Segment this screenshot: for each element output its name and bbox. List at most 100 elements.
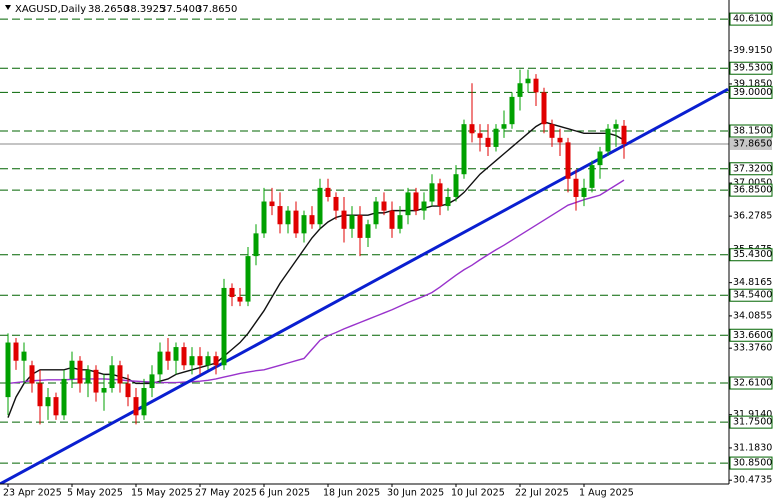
x-tick-label: 18 Jun 2025 (323, 488, 380, 499)
candle-body (341, 210, 347, 229)
candle-body (509, 96, 515, 125)
candle-body (189, 356, 195, 366)
level-label-box (729, 162, 773, 176)
menu-arrow[interactable] (5, 5, 11, 10)
candle-body (565, 142, 571, 179)
candle-body (317, 187, 323, 225)
candle-body (477, 133, 483, 138)
level-label-box (729, 85, 773, 99)
candle-body (181, 347, 187, 366)
ohlc-info: 37.5400 (160, 4, 201, 15)
candle-body (221, 287, 227, 366)
level-label-box (729, 328, 773, 342)
level-label: 35.4300 (733, 249, 772, 260)
x-tick-label: 27 May 2025 (195, 488, 257, 499)
x-tick-label: 23 Apr 2025 (3, 488, 62, 499)
level-label: 39.5300 (733, 63, 772, 74)
candle-body (389, 210, 395, 229)
y-tick-label: 31.1830 (733, 442, 772, 453)
candle-body (93, 369, 99, 393)
candle-body (309, 215, 315, 225)
ohlc-info: 37.8650 (196, 4, 237, 15)
candle-body (269, 201, 275, 207)
y-tick-label: 31.9140 (733, 409, 772, 420)
y-tick-label: 36.2785 (733, 211, 772, 222)
candle-body (413, 192, 419, 211)
last-price-box (730, 137, 772, 150)
trendline (0, 87, 729, 484)
level-label: 36.8500 (733, 185, 772, 196)
candle-body (237, 297, 243, 302)
x-tick-label: 1 Aug 2025 (579, 488, 634, 499)
candle-body (357, 215, 363, 238)
candle-body (517, 83, 523, 97)
candle-body (365, 224, 371, 238)
level-label-box (729, 183, 773, 197)
symbol: XAGUSD,Daily (15, 4, 86, 15)
candle-body (501, 124, 507, 129)
candle-body (277, 206, 283, 225)
candle-body (133, 397, 139, 416)
candle-body (141, 388, 147, 416)
candle-body (13, 342, 19, 361)
candle-body (581, 187, 587, 197)
candle-body (621, 125, 627, 144)
candle-body (301, 215, 307, 234)
candle-body (533, 78, 539, 93)
last-price-label: 37.8650 (733, 138, 772, 149)
level-label-box (729, 456, 773, 470)
level-label: 31.7500 (733, 417, 772, 428)
x-tick-label: 22 Jul 2025 (515, 488, 569, 499)
candle-body (253, 233, 259, 257)
candle-body (597, 151, 603, 166)
ohlc-info: 38.3925 (124, 4, 165, 15)
candle-body (461, 124, 467, 175)
level-label-box (729, 124, 773, 138)
candle-body (549, 124, 555, 138)
y-tick-label: 30.4735 (733, 475, 772, 486)
candle-body (5, 342, 11, 398)
candle-body (349, 215, 355, 229)
axes (0, 0, 730, 485)
candle-body (605, 128, 611, 152)
candle-body (397, 215, 403, 229)
level-label-box (729, 415, 773, 429)
candle-body (261, 201, 267, 234)
candle-body (165, 351, 171, 361)
candle-body (557, 137, 563, 143)
x-tick-label: 30 Jun 2025 (387, 488, 444, 499)
y-tick-label: 34.8165 (733, 277, 772, 288)
x-tick-label: 6 Jun 2025 (259, 488, 310, 499)
x-tick-label: 10 Jul 2025 (451, 488, 505, 499)
candle-body (213, 356, 219, 366)
candle-body (445, 196, 451, 207)
candle-body (325, 187, 331, 197)
candle-body (109, 365, 115, 389)
candle-body (45, 397, 51, 407)
candle-body (205, 356, 211, 366)
candle-body (485, 137, 491, 147)
header: XAGUSD,Daily 38.2650 38.3925 37.5400 37.… (5, 4, 237, 15)
candle-body (229, 287, 235, 298)
candle-body (149, 374, 155, 389)
candle-body (85, 369, 91, 384)
candle-body (437, 183, 443, 207)
plot-area (0, 18, 729, 484)
y-tick-label: 39.1850 (733, 78, 772, 89)
level-label: 30.8500 (733, 458, 772, 469)
candle-body (421, 201, 427, 211)
candle-body (173, 347, 179, 361)
level-label: 34.5400 (733, 290, 772, 301)
candle-body (525, 78, 531, 84)
candle-body (405, 192, 411, 216)
candle-body (157, 351, 163, 375)
candle-body (541, 92, 547, 125)
candle-body (381, 201, 387, 211)
candle-body (125, 383, 131, 398)
level-label-box (729, 12, 773, 26)
candle-body (245, 256, 251, 302)
candle-body (453, 174, 459, 197)
candle-body (69, 360, 75, 379)
